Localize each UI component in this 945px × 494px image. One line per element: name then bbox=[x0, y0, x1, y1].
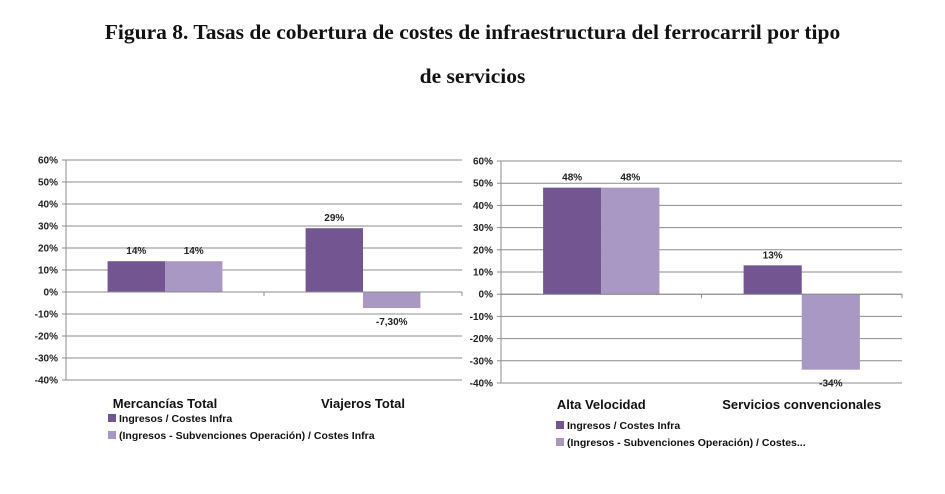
chart1-ytick-label: -30% bbox=[35, 354, 58, 365]
chart1-category-label: Viajeros Total bbox=[321, 396, 405, 411]
chart1-ytick-label: 10% bbox=[38, 266, 58, 277]
chart2-ytick-label: 40% bbox=[473, 201, 493, 212]
chart1-bar bbox=[305, 228, 363, 292]
chart2-ytick-label: -40% bbox=[470, 379, 493, 390]
chart2-bar bbox=[543, 187, 602, 295]
chart1-ytick-label: 50% bbox=[38, 178, 58, 189]
chart2-ytick-label: -10% bbox=[470, 312, 493, 323]
chart2-ytick-label: -30% bbox=[470, 356, 493, 367]
chart1-ytick-label: 30% bbox=[38, 222, 58, 233]
chart1-legend-swatch bbox=[108, 414, 116, 422]
chart2-category-label: Servicios convencionales bbox=[722, 397, 881, 412]
chart1-legend-label: (Ingresos - Subvenciones Operación) / Co… bbox=[119, 430, 375, 442]
chart2-ytick-label: 50% bbox=[473, 179, 493, 190]
chart1-legend-label: Ingresos / Costes Infra bbox=[119, 413, 232, 425]
figure-title-line1: Figura 8. Tasas de cobertura de costes d… bbox=[104, 20, 841, 44]
chart2-ytick-label: 10% bbox=[473, 268, 493, 279]
chart1-ytick-label: -10% bbox=[35, 310, 58, 321]
chart2-data-label: -34% bbox=[819, 379, 842, 390]
chart2-ytick-label: 30% bbox=[473, 223, 493, 234]
chart2-data-label: 13% bbox=[763, 250, 783, 261]
chart1-data-label: 14% bbox=[184, 246, 204, 257]
chart1-category-label: Mercancías Total bbox=[113, 396, 218, 411]
chart1-ytick-label: 40% bbox=[38, 200, 58, 211]
chart2-ytick-label: -20% bbox=[470, 334, 493, 345]
chart1-bar bbox=[363, 292, 421, 309]
chart2-ytick-label: 0% bbox=[479, 290, 494, 301]
chart2-data-label: 48% bbox=[620, 173, 640, 184]
chart2-category-label: Alta Velocidad bbox=[557, 397, 646, 412]
chart1-data-label: -7,30% bbox=[376, 317, 408, 328]
chart1-bar bbox=[165, 261, 223, 292]
chart1-ytick-label: -40% bbox=[35, 376, 58, 387]
chart1-ytick-label: 20% bbox=[38, 244, 58, 255]
chart2-legend-label: (Ingresos - Subvenciones Operación) / Co… bbox=[567, 437, 806, 449]
chart2-legend-label: Ingresos / Costes Infra bbox=[567, 420, 680, 432]
chart1-data-label: 14% bbox=[126, 246, 146, 257]
chart2-ytick-label: 60% bbox=[473, 157, 493, 168]
chart1-ytick-label: -20% bbox=[35, 332, 58, 343]
figure-title-line2: de servicios bbox=[419, 64, 526, 88]
chart2-data-label: 48% bbox=[562, 173, 582, 184]
chart2-ytick-label: 20% bbox=[473, 245, 493, 256]
chart1-ytick-label: 60% bbox=[38, 156, 58, 167]
chart2-legend-swatch bbox=[556, 438, 564, 446]
figure-title: Figura 8. Tasas de cobertura de costes d… bbox=[0, 10, 945, 98]
chart1-ytick-label: 0% bbox=[44, 288, 59, 299]
chart1-bar bbox=[107, 261, 165, 292]
chart1-legend-swatch bbox=[108, 431, 116, 439]
chart2-bar bbox=[601, 187, 660, 295]
chart2-legend-swatch bbox=[556, 421, 564, 429]
chart2-bar bbox=[801, 294, 860, 370]
chart1-data-label: 29% bbox=[324, 213, 344, 224]
chart2-bar bbox=[743, 265, 802, 295]
